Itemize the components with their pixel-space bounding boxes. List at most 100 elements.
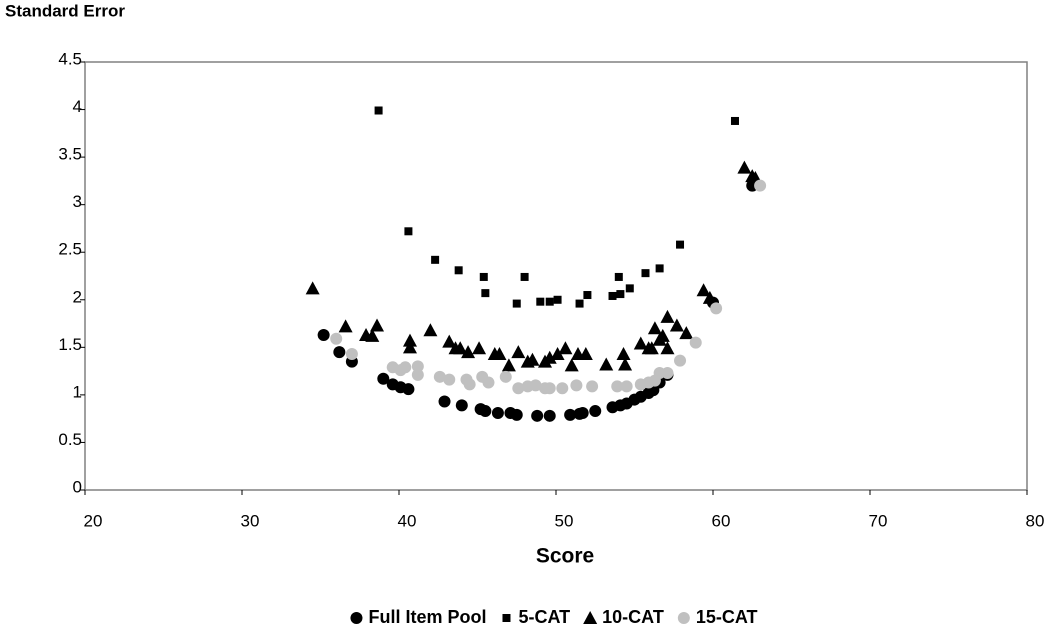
data-point: [345, 347, 358, 360]
plot-frame: [84, 61, 1028, 491]
y-tick-label: 4: [73, 97, 82, 116]
data-point: [520, 272, 529, 281]
data-point: [655, 328, 670, 342]
x-tick-label: 20: [84, 511, 103, 530]
data-point: [399, 361, 412, 374]
data-point: [614, 272, 623, 281]
data-point: [330, 332, 343, 345]
data-point: [438, 395, 451, 408]
data-point: [461, 345, 476, 359]
data-point: [338, 319, 353, 333]
data-point: [599, 357, 614, 371]
data-point: [404, 227, 413, 236]
data-point: [433, 370, 446, 383]
data-point: [616, 346, 631, 360]
data-point: [550, 346, 565, 360]
data-point: [431, 255, 440, 264]
data-point: [644, 341, 659, 355]
y-tick-label: 1.5: [58, 335, 82, 354]
data-point: [575, 299, 584, 308]
x-tick-label: 50: [555, 511, 574, 530]
data-point: [455, 399, 468, 412]
data-point: [676, 240, 685, 249]
y-tick-label: 1: [73, 382, 82, 401]
data-point: [423, 323, 438, 337]
data-point: [512, 299, 521, 308]
data-point: [558, 341, 573, 355]
x-tick-label: 30: [241, 511, 260, 530]
y-tick-label: 0.5: [58, 430, 82, 449]
data-point: [377, 372, 390, 385]
data-point: [365, 328, 380, 342]
data-point: [333, 346, 346, 359]
data-point: [679, 326, 694, 340]
x-tick-label: 40: [398, 511, 417, 530]
data-point: [660, 309, 675, 323]
data-point: [702, 290, 717, 304]
legend-label: 15-CAT: [696, 607, 758, 627]
legend-label: 10-CAT: [602, 607, 664, 627]
data-point: [689, 336, 702, 349]
data-point: [525, 352, 540, 366]
data-point: [374, 106, 383, 115]
data-point: [510, 408, 523, 421]
data-point: [754, 179, 767, 192]
legend-marker: [350, 612, 363, 624]
data-point: [479, 405, 492, 418]
data-point: [442, 334, 457, 348]
legend-marker: [502, 614, 511, 622]
data-point: [570, 379, 583, 392]
data-point: [454, 266, 463, 275]
data-point: [543, 382, 556, 395]
x-tick-label: 80: [1026, 511, 1045, 530]
data-point: [479, 272, 488, 281]
data-point: [556, 382, 569, 395]
data-point: [616, 290, 625, 299]
data-point: [453, 341, 468, 355]
data-point: [564, 358, 579, 372]
data-point: [633, 336, 648, 350]
data-point: [481, 289, 490, 298]
data-point: [737, 160, 752, 174]
data-point: [501, 358, 516, 372]
data-point: [529, 379, 542, 392]
data-point: [370, 318, 385, 332]
x-tick-label: 70: [869, 511, 888, 530]
legend-label: Full Item Pool: [368, 607, 486, 627]
data-point: [411, 368, 424, 381]
data-point: [674, 354, 687, 367]
data-point: [482, 376, 495, 389]
data-point: [608, 291, 617, 300]
data-point: [402, 333, 417, 347]
data-point: [710, 302, 723, 315]
data-point: [499, 370, 512, 383]
data-point: [578, 346, 593, 360]
y-tick-label: 2: [73, 287, 82, 306]
data-point: [618, 357, 633, 371]
y-tick-label: 3: [73, 192, 82, 211]
data-point: [543, 409, 556, 422]
x-axis-label: Score: [536, 545, 594, 568]
data-point: [491, 406, 504, 419]
y-tick-label: 3.5: [58, 145, 82, 164]
data-point: [411, 360, 424, 373]
data-point: [463, 378, 476, 391]
data-point: [443, 373, 456, 386]
data-point: [576, 406, 589, 419]
data-point: [542, 350, 557, 364]
data-point: [696, 283, 711, 297]
data-point: [317, 328, 330, 341]
y-tick-label: 2.5: [58, 240, 82, 259]
data-point: [402, 383, 415, 396]
data-point: [472, 341, 487, 355]
legend-marker: [677, 612, 690, 624]
data-point: [625, 284, 634, 293]
data-point: [512, 382, 525, 395]
data-point: [583, 291, 592, 300]
data-point: [669, 318, 684, 332]
data-point: [611, 380, 624, 393]
data-point: [564, 408, 577, 421]
y-tick-label: 4.5: [58, 49, 82, 68]
data-point: [647, 321, 662, 335]
